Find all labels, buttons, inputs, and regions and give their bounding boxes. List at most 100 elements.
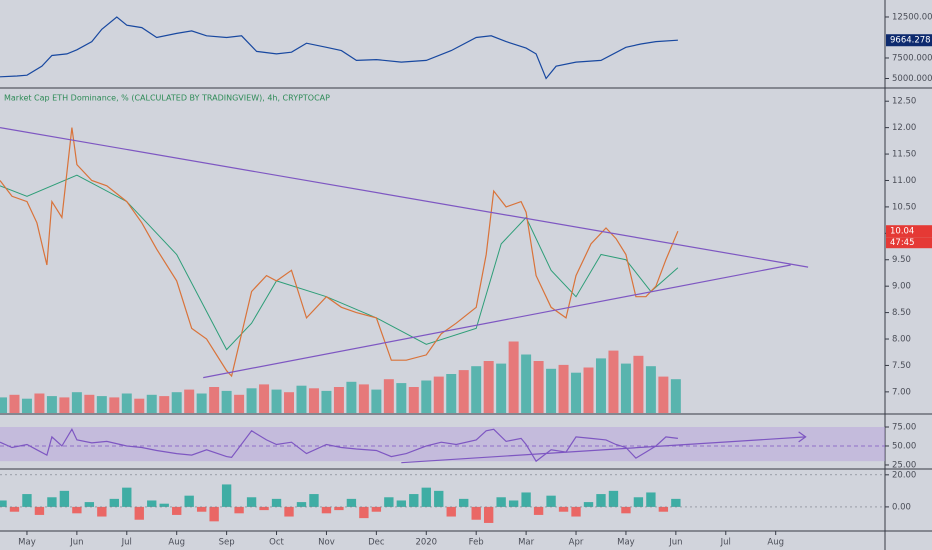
oscillator-bar: [508, 500, 519, 507]
volume-bar: [171, 392, 182, 413]
x-tick-label: Mar: [518, 538, 535, 548]
oscillator-bar: [434, 490, 444, 507]
volume-bar: [59, 397, 70, 413]
x-tick-label: Sep: [219, 538, 235, 548]
price-line: [0, 428, 678, 463]
y-tick-label: 7.50: [892, 361, 911, 371]
y-tick-label: 10.50: [892, 202, 916, 212]
countdown-badge: [886, 237, 932, 249]
price-line: [0, 16, 678, 80]
volume-bar: [433, 376, 444, 413]
y-tick-label: 9.00: [892, 282, 911, 292]
volume-bar: [633, 355, 644, 413]
x-tick-label: May: [617, 538, 635, 548]
oscillator-bar: [371, 506, 382, 512]
oscillator-bar: [0, 500, 7, 507]
y-tick-label: 11.50: [892, 150, 916, 160]
x-tick-label: Oct: [269, 538, 284, 548]
x-tick-label: Feb: [469, 538, 484, 548]
oscillator-bar: [384, 497, 394, 507]
price-badge-label: 9664.278: [890, 36, 931, 46]
oscillator-bar: [334, 506, 344, 511]
x-tick-label: Jun: [668, 538, 682, 548]
volume-bar: [383, 379, 394, 413]
y-tick-label: 20.00: [892, 470, 916, 480]
oscillator-bar: [671, 498, 681, 507]
volume-bar: [670, 379, 681, 413]
y-tick-label: 8.00: [892, 335, 911, 345]
volume-bar: [396, 383, 407, 413]
oscillator-bar: [471, 506, 481, 520]
x-tick-label: Jun: [69, 538, 83, 548]
oscillator-bar: [159, 503, 169, 507]
y-tick-label: 12500.000: [892, 12, 932, 22]
volume-bar: [608, 350, 619, 413]
oscillator-bar: [9, 506, 20, 512]
moving-average: [0, 174, 679, 351]
price-badge: [886, 225, 932, 238]
oscillator-bar: [122, 487, 132, 507]
oscillator-bar: [483, 506, 494, 523]
y-tick-label: 11.00: [892, 176, 916, 186]
y-tick-label: 8.50: [892, 308, 911, 318]
chart-title: Market Cap ETH Dominance, % (CALCULATED …: [4, 94, 330, 103]
volume-bar: [620, 363, 631, 413]
volume-bar: [421, 380, 432, 413]
y-tick-label: 12.00: [892, 123, 916, 133]
volume-bar: [109, 397, 120, 413]
volume-bar: [234, 394, 245, 413]
y-tick-label: 7500.000: [892, 53, 932, 63]
x-tick-label: Aug: [168, 538, 185, 548]
y-tick-label: 12.50: [892, 97, 916, 107]
volume-bar: [121, 393, 132, 413]
volume-bar: [184, 389, 195, 413]
volume-bar: [546, 368, 557, 413]
price-line: [0, 127, 679, 378]
volume-bar: [483, 361, 494, 413]
countdown-label: 47:45: [890, 238, 915, 248]
y-tick-label: 0.00: [892, 502, 911, 512]
oscillator-bar: [134, 506, 144, 520]
oscillator-bar: [396, 500, 406, 507]
oscillator-bar: [321, 506, 332, 514]
volume-bar: [496, 363, 507, 413]
oscillator-bar: [496, 497, 506, 507]
oscillator-bar: [596, 494, 606, 507]
oscillator-bar: [583, 502, 594, 507]
oscillator-bar: [459, 498, 469, 507]
oscillator-bar: [646, 492, 656, 507]
volume-bar: [271, 389, 282, 413]
oscillator-bar: [359, 506, 369, 519]
rsi-band: [0, 426, 885, 462]
oscillator-bar: [34, 506, 45, 515]
trendline-arrow: [798, 431, 807, 443]
oscillator-bar: [421, 487, 431, 507]
x-tick-label: Jul: [720, 538, 731, 548]
x-tick-label: Dec: [368, 538, 385, 548]
oscillator-bar: [246, 497, 257, 507]
y-tick-label: 75.00: [892, 422, 916, 432]
oscillator-bar: [309, 494, 319, 507]
volume-bar: [146, 394, 157, 413]
oscillator-bar: [84, 502, 95, 507]
oscillator-bar: [184, 495, 194, 507]
volume-bar: [9, 394, 20, 413]
volume-bar: [333, 387, 344, 413]
oscillator-bar: [234, 506, 244, 514]
volume-bar: [658, 376, 669, 413]
volume-bar: [159, 396, 170, 413]
oscillator-bar: [533, 506, 544, 515]
volume-bar: [571, 372, 582, 413]
trendline: [0, 127, 809, 268]
volume-bar: [46, 396, 57, 413]
oscillator-bar: [59, 490, 70, 507]
oscillator-bar: [147, 500, 157, 507]
volume-bar: [408, 387, 419, 413]
oscillator-bar: [608, 490, 619, 507]
volume-bar: [284, 392, 295, 413]
volume-bar: [246, 388, 257, 413]
oscillator-bar: [633, 497, 644, 507]
price-badge-label: 10.04: [890, 227, 914, 237]
oscillator-bar: [284, 506, 294, 517]
trendline: [401, 436, 806, 464]
